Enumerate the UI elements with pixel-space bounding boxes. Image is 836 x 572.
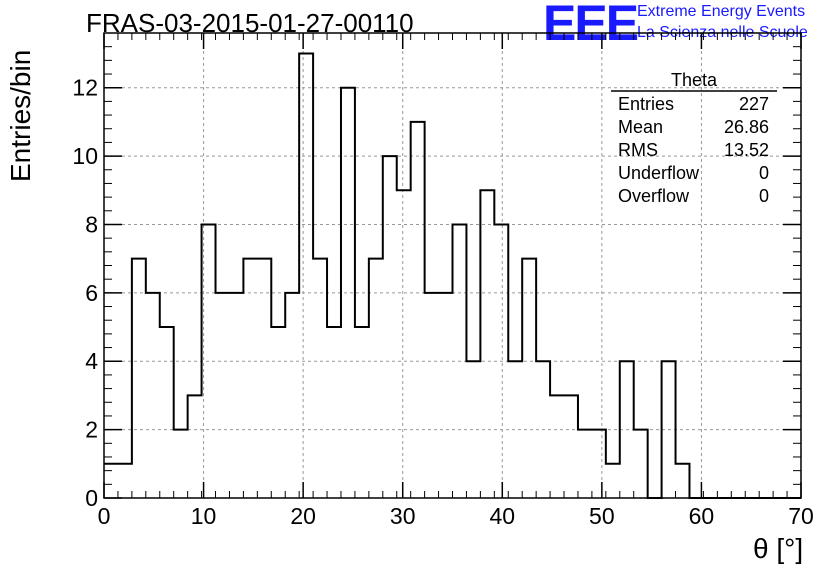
histogram-bin <box>118 464 132 498</box>
stats-value-entries: 227 <box>739 94 769 114</box>
histogram-bin <box>425 293 439 498</box>
histogram-bin <box>243 259 257 498</box>
histogram-bin <box>411 122 425 498</box>
y-tick-label: 6 <box>85 280 98 306</box>
x-tick-label: 70 <box>788 503 814 529</box>
histogram-bin <box>229 293 243 498</box>
y-tick-label: 12 <box>72 75 98 101</box>
histogram-bin <box>188 395 202 498</box>
histogram-bin <box>313 259 327 498</box>
x-tick-label: 60 <box>689 503 715 529</box>
histogram-bin <box>480 190 494 498</box>
histogram-bin <box>132 259 146 498</box>
stats-box: Theta Entries 227 Mean 26.86 RMS 13.52 Underfl… <box>611 70 777 206</box>
x-tick-label: 0 <box>98 503 111 529</box>
plot-frame <box>103 32 802 499</box>
histogram-outline <box>104 52 801 499</box>
histogram-bin <box>160 327 174 498</box>
x-tick-label: 30 <box>390 503 416 529</box>
y-tick-label: 8 <box>85 211 98 237</box>
stats-value-overflow: 0 <box>759 186 769 206</box>
stats-label-overflow: Overflow <box>618 186 690 206</box>
stats-label-rms: RMS <box>618 140 658 160</box>
tick-layer: 0 10 20 30 40 50 60 70 0 2 4 6 8 10 12 <box>72 32 814 529</box>
x-tick-label: 50 <box>589 503 615 529</box>
histogram-bin <box>383 156 397 498</box>
stats-title: Theta <box>671 70 718 90</box>
histogram-bin <box>271 327 285 498</box>
y-tick-label: 2 <box>85 417 98 443</box>
histogram-bin <box>550 395 564 498</box>
x-tick-label: 40 <box>489 503 515 529</box>
stats-value-mean: 26.86 <box>724 117 769 137</box>
stats-label-entries: Entries <box>618 94 674 114</box>
stats-label-underflow: Underflow <box>618 163 700 183</box>
histogram-bin <box>327 327 341 498</box>
x-axis-label: θ [°] <box>753 533 804 564</box>
stats-value-rms: 13.52 <box>724 140 769 160</box>
histogram-bin <box>397 190 411 498</box>
histogram-bin <box>439 293 453 498</box>
stats-value-underflow: 0 <box>759 163 769 183</box>
histogram-bin <box>174 430 188 498</box>
histogram-bin <box>285 293 299 498</box>
histogram-bin <box>146 293 160 498</box>
stats-label-mean: Mean <box>618 117 663 137</box>
histogram-layer <box>104 52 801 499</box>
histogram-bin <box>369 259 383 498</box>
histogram-bin <box>299 54 313 498</box>
histogram-bin <box>592 430 606 498</box>
y-tick-label: 10 <box>72 143 98 169</box>
histogram-bin <box>606 464 620 498</box>
histogram-bin <box>216 293 230 498</box>
histogram-bin <box>257 259 271 498</box>
logo-line-1: Extreme Energy Events <box>637 3 806 20</box>
y-tick-label: 4 <box>85 348 98 374</box>
histogram-bin <box>676 464 690 498</box>
histogram-bin <box>564 395 578 498</box>
y-tick-label: 0 <box>85 485 98 511</box>
histogram-bin <box>578 430 592 498</box>
histogram-bin <box>104 464 118 498</box>
histogram-bin <box>634 430 648 498</box>
x-tick-label: 20 <box>290 503 316 529</box>
eee-logo: EEE <box>543 0 639 51</box>
histogram-bin <box>355 327 369 498</box>
histogram-bin <box>522 259 536 498</box>
x-tick-label: 10 <box>191 503 217 529</box>
